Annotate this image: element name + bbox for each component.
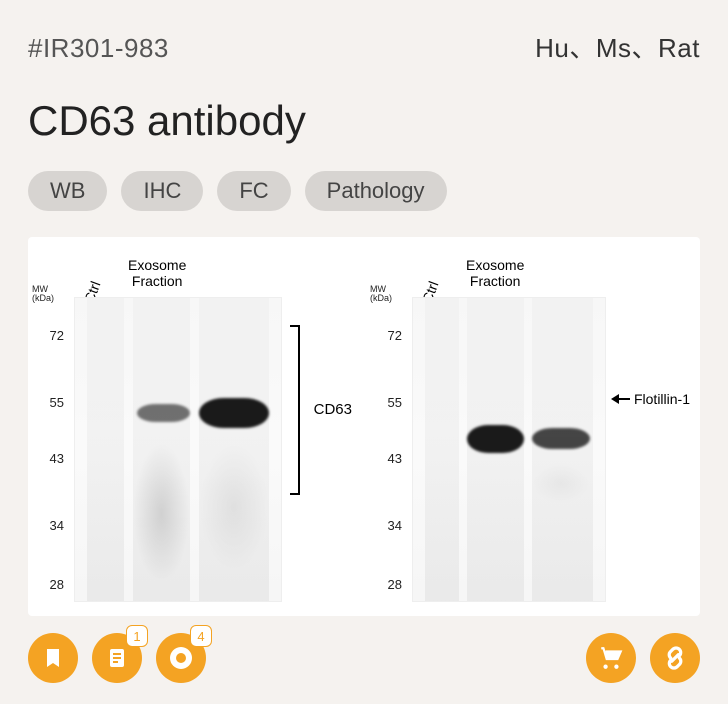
mw-tick: 43 xyxy=(388,451,402,466)
mw-tick: 43 xyxy=(50,451,64,466)
bookmark-icon xyxy=(41,646,65,670)
action-bar: 1 4 xyxy=(28,630,700,686)
document-badge: 1 xyxy=(126,625,148,647)
blot-flotillin: MW (kDa) 72 55 43 34 28 Ctrl Exosome Fra… xyxy=(372,251,690,602)
blot-cd63: MW (kDa) 72 55 43 34 28 Ctrl Exosome Fra… xyxy=(34,251,352,602)
mw-tick: 55 xyxy=(50,395,64,410)
left-action-group: 1 4 xyxy=(28,633,206,683)
link-icon xyxy=(662,645,688,671)
mw-tick: 28 xyxy=(50,577,64,592)
side-label-cd63: CD63 xyxy=(314,401,352,418)
document-button[interactable]: 1 xyxy=(92,633,142,683)
mw-ladder: MW (kDa) 72 55 43 34 28 xyxy=(372,251,406,602)
product-card: #IR301-983 Hu、Ms、Rat CD63 antibody WB IH… xyxy=(0,0,728,704)
lane-label-exosome: Exosome Fraction xyxy=(128,257,186,289)
target-badge: 4 xyxy=(190,625,212,647)
tag-wb[interactable]: WB xyxy=(28,171,107,211)
mw-tick: 72 xyxy=(50,328,64,343)
product-title: CD63 antibody xyxy=(28,97,700,145)
mw-header: MW (kDa) xyxy=(370,285,406,303)
target-icon xyxy=(168,645,194,671)
mw-header: MW (kDa) xyxy=(32,285,68,303)
gel-image xyxy=(412,297,606,602)
catalog-number: #IR301-983 xyxy=(28,33,169,64)
tag-row: WB IHC FC Pathology xyxy=(28,171,700,211)
side-label-flotillin: Flotillin-1 xyxy=(634,391,690,407)
lane-label-exosome: Exosome Fraction xyxy=(466,257,524,289)
link-button[interactable] xyxy=(650,633,700,683)
right-action-group xyxy=(586,633,700,683)
mw-tick: 72 xyxy=(388,328,402,343)
mw-ladder: MW (kDa) 72 55 43 34 28 xyxy=(34,251,68,602)
mw-tick: 34 xyxy=(50,518,64,533)
blot-panel: MW (kDa) 72 55 43 34 28 Ctrl Exosome Fra… xyxy=(28,237,700,616)
top-row: #IR301-983 Hu、Ms、Rat xyxy=(28,28,700,65)
gel-image xyxy=(74,297,282,602)
arrow-icon xyxy=(611,394,619,404)
arrow-label-flotillin: Flotillin-1 xyxy=(614,391,690,407)
tag-fc[interactable]: FC xyxy=(217,171,290,211)
mw-tick: 34 xyxy=(388,518,402,533)
tag-ihc[interactable]: IHC xyxy=(121,171,203,211)
cart-icon xyxy=(598,645,624,671)
target-button[interactable]: 4 xyxy=(156,633,206,683)
bracket xyxy=(298,325,300,495)
bookmark-button[interactable] xyxy=(28,633,78,683)
species-list: Hu、Ms、Rat xyxy=(535,28,700,65)
mw-tick: 28 xyxy=(388,577,402,592)
mw-tick: 55 xyxy=(388,395,402,410)
cart-button[interactable] xyxy=(586,633,636,683)
tag-pathology[interactable]: Pathology xyxy=(305,171,447,211)
document-icon xyxy=(105,646,129,670)
